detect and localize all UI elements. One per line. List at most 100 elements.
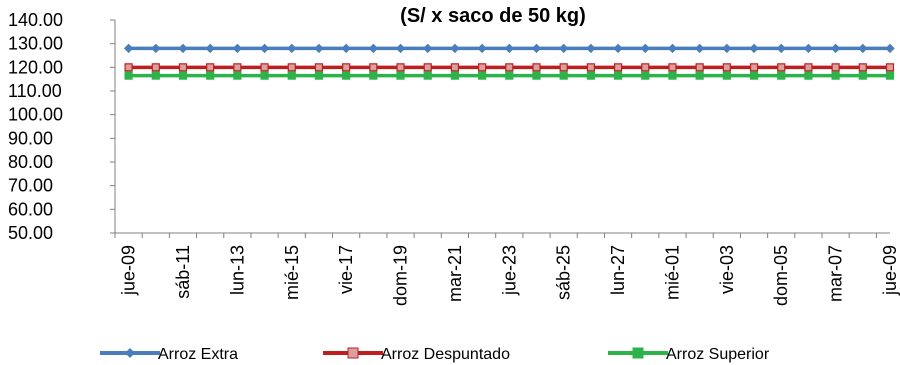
x-tick-label: sáb-25 [554, 245, 574, 300]
x-tick-label: jue-23 [499, 245, 519, 296]
data-point [640, 43, 650, 54]
y-tick-label: 90.00 [8, 128, 53, 148]
data-point [478, 71, 487, 80]
data-point [342, 71, 351, 80]
data-point [314, 71, 324, 80]
legend-label: Arroz Despuntado [381, 346, 510, 363]
y-tick-label: 120.00 [8, 57, 63, 77]
x-tick-label: vie-17 [336, 245, 356, 294]
data-point [504, 43, 515, 54]
data-point [722, 43, 732, 54]
x-tick-label: lun-27 [608, 245, 628, 295]
legend-item: Arroz Extra [100, 346, 238, 363]
data-point [450, 43, 460, 54]
data-point [232, 43, 243, 54]
x-tick-label: jue-09 [880, 245, 900, 296]
y-tick-label: 60.00 [8, 199, 53, 219]
x-tick-label: mar-07 [826, 245, 846, 302]
x-tick-label: dom-19 [391, 245, 411, 306]
legend-marker [632, 347, 644, 359]
data-point [749, 43, 759, 54]
data-point [395, 43, 406, 54]
data-point [641, 71, 650, 80]
data-point [668, 71, 677, 80]
y-tick-label: 80.00 [8, 152, 53, 172]
data-point [260, 71, 269, 80]
data-point [777, 63, 786, 72]
data-point [314, 43, 324, 54]
data-point [178, 63, 188, 72]
data-point [858, 71, 867, 80]
data-point [695, 63, 704, 72]
data-point [314, 63, 324, 72]
y-axis: 140.00 130.00 120.00 110.00 100.00 90.00 80.00… [8, 10, 116, 243]
legend-item: Arroz Superior [608, 346, 770, 363]
data-point [722, 71, 731, 80]
data-point [613, 63, 623, 72]
data-point [287, 63, 296, 72]
x-tick-label: mié-01 [662, 245, 682, 300]
data-point [233, 63, 242, 72]
data-point [531, 43, 542, 54]
data-point [613, 71, 623, 80]
data-point [396, 63, 405, 72]
data-point [151, 71, 160, 80]
legend-marker [125, 348, 135, 358]
data-point [586, 43, 596, 54]
data-point [396, 71, 405, 80]
data-point [124, 71, 133, 80]
data-point [858, 63, 867, 72]
series-arroz-extra [123, 43, 895, 54]
data-point [423, 43, 433, 54]
data-point [151, 63, 160, 72]
data-point [206, 63, 215, 72]
data-point [369, 63, 378, 72]
data-point [178, 43, 188, 54]
data-point [777, 71, 786, 80]
x-tick-label: jue-09 [119, 245, 139, 296]
data-point [423, 71, 432, 80]
data-point [885, 71, 895, 80]
data-point [205, 43, 215, 54]
data-point [804, 71, 813, 80]
data-point [505, 63, 514, 72]
data-point [559, 63, 568, 72]
data-point [369, 71, 378, 80]
data-point [558, 43, 569, 54]
data-point [830, 43, 841, 54]
legend-label: Arroz Extra [158, 346, 238, 363]
legend-item: Arroz Despuntado [323, 346, 510, 363]
data-point [858, 43, 868, 54]
data-point [477, 43, 487, 54]
chart-title: (S/ x saco de 50 kg) [400, 5, 586, 27]
data-point [831, 71, 840, 80]
data-point [260, 63, 269, 72]
data-point [749, 71, 759, 80]
data-point [368, 43, 379, 54]
data-point [450, 63, 460, 72]
data-point [749, 63, 759, 72]
series-layer [123, 43, 895, 80]
data-point [233, 71, 242, 80]
data-point [206, 71, 215, 80]
data-point [342, 63, 351, 72]
y-tick-label: 70.00 [8, 176, 53, 196]
y-tick-label: 130.00 [8, 34, 63, 54]
legend: Arroz Extra Arroz Despuntado Arroz Superio… [100, 346, 770, 363]
data-point [586, 63, 595, 72]
data-point [641, 63, 650, 72]
legend-marker [347, 347, 359, 359]
x-tick-label: mar-21 [445, 245, 465, 302]
data-point [613, 43, 623, 54]
data-point [885, 43, 895, 54]
data-point [667, 43, 678, 54]
y-tick-label: 100.00 [8, 105, 63, 125]
y-tick-label: 140.00 [8, 10, 63, 30]
x-tick-label: lun-13 [227, 245, 247, 295]
data-point [123, 43, 134, 54]
data-point [505, 71, 514, 80]
data-point [341, 43, 351, 54]
x-axis: jue-09 sáb-11 lun-13 mié-15 vie-17 dom-19 mar-… [114, 232, 900, 306]
data-point [124, 63, 133, 72]
